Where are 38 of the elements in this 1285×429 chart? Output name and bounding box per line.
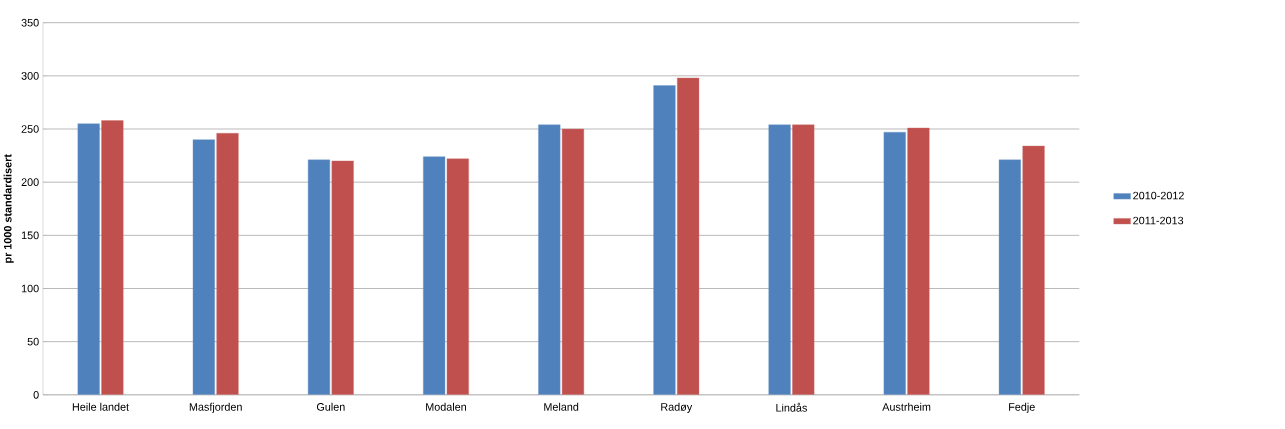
bar: [423, 156, 446, 395]
bar: [998, 159, 1021, 395]
bar: [883, 131, 906, 395]
x-tick-label: Meland: [544, 402, 579, 411]
bar: [792, 124, 815, 395]
legend-label: 2011-2013: [1133, 216, 1184, 225]
y-tick-label: 350: [21, 18, 39, 27]
y-tick-label: 300: [21, 71, 39, 80]
y-tick-label: 0: [33, 390, 39, 399]
y-tick-label: 100: [21, 284, 39, 293]
bar: [192, 139, 215, 395]
y-tick-label: 150: [21, 231, 39, 239]
x-tick-label: Gulen: [316, 402, 345, 411]
x-tick-label: Radøy: [661, 402, 693, 413]
x-tick-label: Masfjorden: [189, 402, 242, 413]
bar: [653, 85, 676, 395]
y-tick-label: 200: [21, 178, 39, 186]
legend-label: 2010-2012: [1133, 191, 1184, 200]
bar: [768, 124, 791, 395]
y-tick-label: 50: [27, 337, 39, 346]
x-tick-label: Modalen: [426, 402, 467, 411]
x-tick-label: Heile landet: [72, 402, 129, 411]
bar: [331, 160, 354, 395]
x-tick-label: Fedje: [1009, 402, 1035, 413]
bar: [907, 127, 930, 395]
bar: [561, 128, 585, 395]
x-tick-label: Austrheim: [882, 402, 931, 411]
bar: [77, 123, 100, 395]
x-tick-label: Lindås: [776, 402, 807, 412]
bar: [538, 124, 561, 395]
bar: [307, 159, 331, 395]
bar: [216, 132, 239, 395]
bar: [101, 120, 124, 395]
y-tick-label: 250: [21, 125, 39, 133]
y-axis-title: pr 1000 standardisert: [3, 154, 14, 263]
bar: [677, 77, 700, 395]
bar: [446, 158, 469, 395]
bar: [1022, 145, 1045, 395]
